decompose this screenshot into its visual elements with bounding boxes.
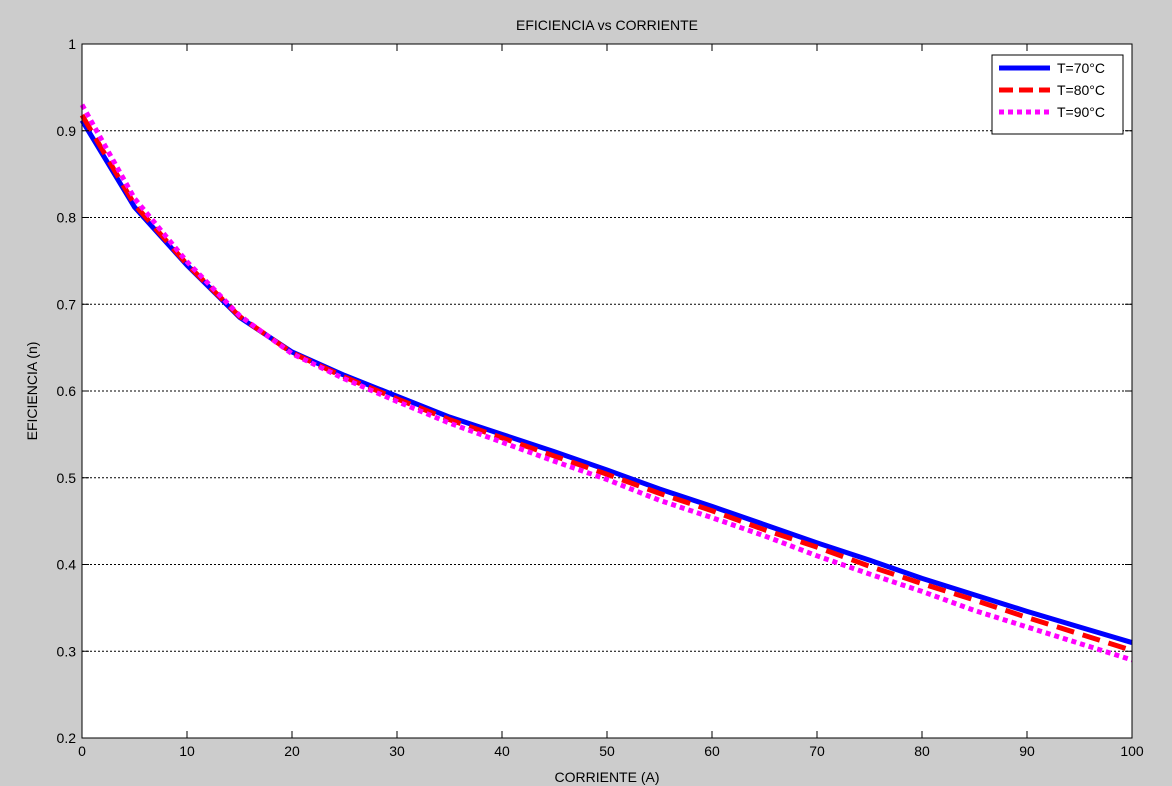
x-tick-label: 80 xyxy=(914,743,930,759)
legend-label-2: T=80°C xyxy=(1057,82,1105,98)
legend-label-1: T=70°C xyxy=(1057,60,1105,76)
series-line-3 xyxy=(79,103,1133,663)
x-tick-label: 0 xyxy=(78,743,86,759)
legend: T=70°C T=80°C T=90°C xyxy=(991,54,1124,135)
series-lines xyxy=(79,103,1133,663)
y-tick-label: 0.4 xyxy=(57,557,77,573)
x-tick-label: 40 xyxy=(494,743,510,759)
y-tick-label: 0.2 xyxy=(57,730,77,746)
x-tick-label: 20 xyxy=(284,743,300,759)
y-tick-label: 0.6 xyxy=(57,383,77,399)
y-tick-label: 0.3 xyxy=(57,643,77,659)
x-tick-label: 100 xyxy=(1120,743,1144,759)
x-axis-label: CORRIENTE (A) xyxy=(555,769,660,785)
x-tick-label: 10 xyxy=(179,743,195,759)
y-tick-label: 0.5 xyxy=(57,470,77,486)
y-tick-label: 0.9 xyxy=(57,123,77,139)
y-tick-label: 0.8 xyxy=(57,210,77,226)
x-tick-label: 50 xyxy=(599,743,615,759)
x-tick-label: 90 xyxy=(1019,743,1035,759)
y-axis-ticks: 0.2 0.3 0.4 0.5 0.6 0.7 0.8 0.9 1 xyxy=(57,36,1132,746)
y-tick-label: 0.7 xyxy=(57,296,77,312)
y-tick-label: 1 xyxy=(68,36,76,52)
x-axis-ticks: 0 10 20 30 40 50 60 70 80 90 100 xyxy=(78,44,1144,759)
chart-title: EFICIENCIA vs CORRIENTE xyxy=(516,17,698,33)
x-tick-label: 60 xyxy=(704,743,720,759)
series-line-2 xyxy=(79,113,1133,653)
legend-label-3: T=90°C xyxy=(1057,104,1105,120)
y-axis-label: EFICIENCIA (n) xyxy=(24,342,40,441)
x-tick-label: 70 xyxy=(809,743,825,759)
x-tick-label: 30 xyxy=(389,743,405,759)
